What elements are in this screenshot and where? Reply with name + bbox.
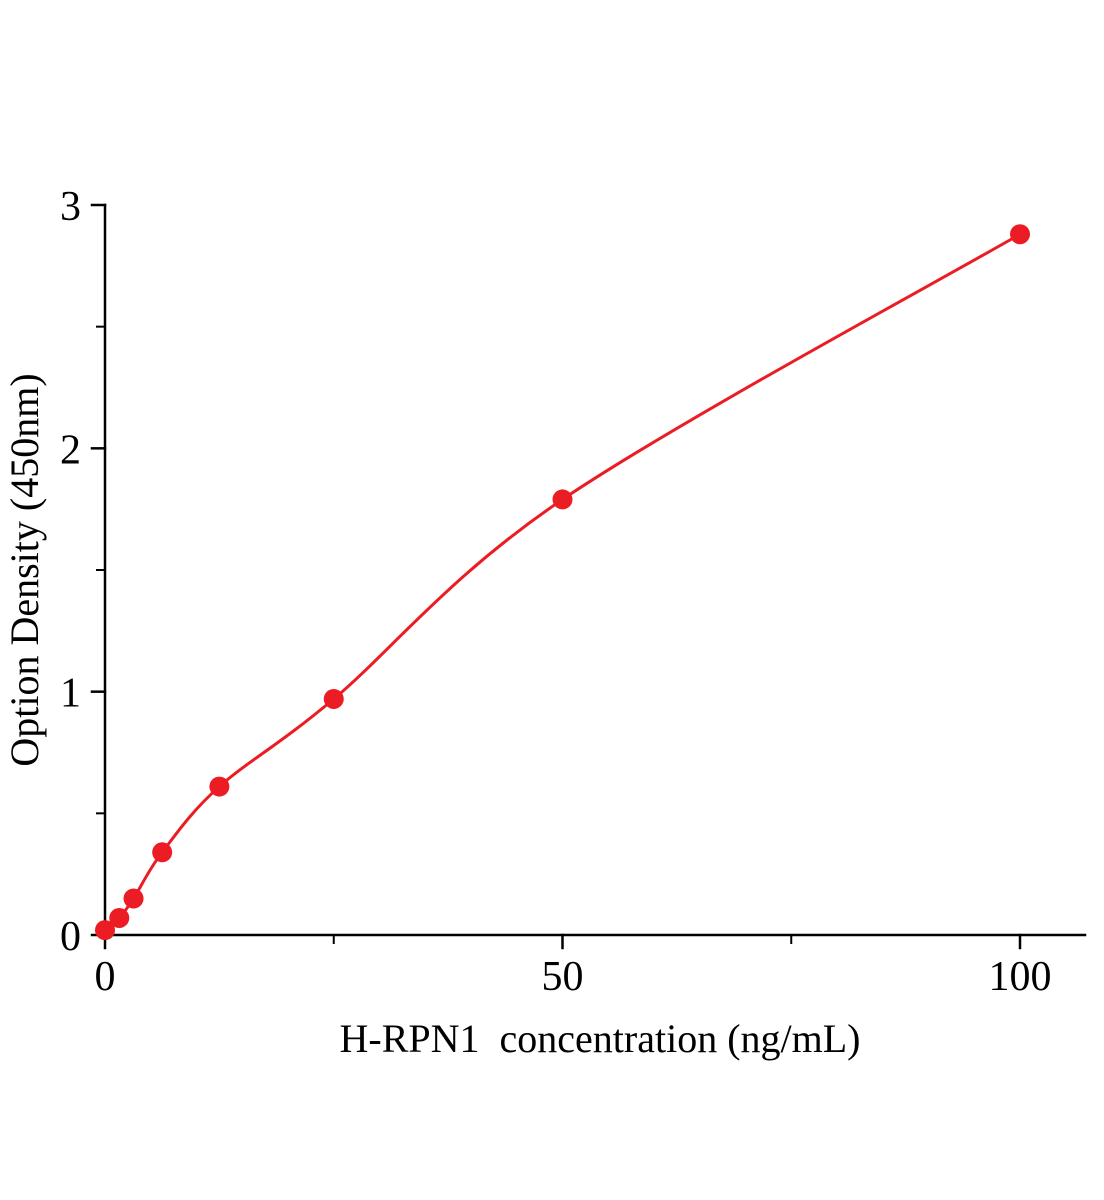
x-axis-title: H-RPN1 concentration (ng/mL) (340, 1016, 861, 1061)
data-point (109, 907, 130, 928)
x-tick-label: 100 (989, 954, 1052, 1000)
data-point (323, 688, 344, 709)
fit-curve (104, 232, 1021, 932)
plot-area: 0 50 100 0 1 2 3 (60, 184, 1087, 1000)
data-point (152, 842, 173, 863)
data-point (552, 489, 573, 510)
y-tick-label: 0 (60, 914, 81, 960)
data-point (123, 888, 144, 909)
y-tick-label: 2 (60, 427, 81, 473)
data-point (209, 776, 230, 797)
y-tick-label: 1 (60, 671, 81, 717)
y-axis-title: Option Density (450nm) (2, 373, 47, 766)
x-tick-label: 0 (95, 954, 116, 1000)
data-point (1010, 224, 1030, 245)
y-tick-label: 3 (60, 184, 81, 230)
x-tick-label: 50 (542, 954, 584, 1000)
data-point (95, 920, 115, 941)
